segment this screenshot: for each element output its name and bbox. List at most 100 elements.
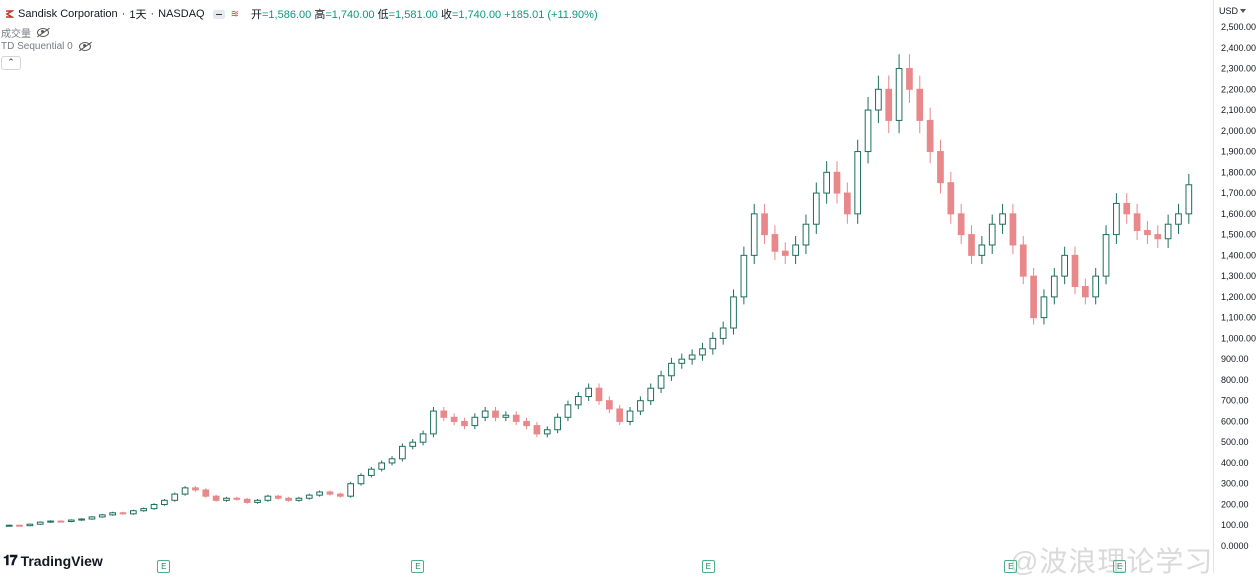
candle-body[interactable] [409,441,417,447]
candle-body[interactable] [812,192,820,225]
candle-body[interactable] [150,503,158,510]
candle-body[interactable] [192,487,199,491]
candle-body[interactable] [502,414,510,418]
candle-body[interactable] [1144,229,1151,236]
candle-body[interactable] [968,234,975,256]
candle-body[interactable] [668,362,675,377]
candle-body[interactable] [1102,234,1110,277]
hide-eye-icon[interactable] [78,42,91,51]
hide-eye-icon[interactable] [37,28,49,37]
candle-body[interactable] [978,244,986,256]
candle-body[interactable] [1082,286,1089,298]
earnings-marker[interactable]: E [411,560,425,573]
candle-body[interactable] [637,400,644,412]
candle-body[interactable] [699,348,706,356]
candle-body[interactable] [957,213,965,236]
candle-body[interactable] [1123,202,1131,215]
candle-body[interactable] [119,512,127,515]
candle-body[interactable] [36,521,44,525]
candle-body[interactable] [1164,223,1172,240]
candle-body[interactable] [906,68,913,90]
candle-body[interactable] [140,508,148,512]
candle-body[interactable] [864,109,872,153]
minus-icon[interactable] [212,9,225,19]
candle-body[interactable] [1092,275,1100,298]
candle-body[interactable] [988,223,996,246]
earnings-marker[interactable]: E [157,560,171,573]
symbol-name[interactable]: Sandisk Corporation [18,8,118,20]
tradingview-logo[interactable]: 𝟏𝟕 TradingView [3,552,103,569]
candle-body[interactable] [16,524,23,527]
candle-body[interactable] [1113,202,1120,236]
candle-body[interactable] [564,404,572,418]
candle-body[interactable] [533,425,541,435]
candle-body[interactable] [657,375,665,389]
candle-body[interactable] [1175,213,1182,225]
candle-body[interactable] [1185,184,1193,215]
candle-body[interactable] [233,497,241,500]
candle-body[interactable] [254,499,261,503]
candle-body[interactable] [781,250,789,256]
candle-body[interactable] [771,234,779,252]
candle-body[interactable] [1019,244,1027,277]
candle-body[interactable] [212,495,220,501]
candle-body[interactable] [67,519,75,523]
candle-body[interactable] [1009,213,1017,246]
candle-body[interactable] [223,497,230,501]
candle-body[interactable] [471,416,479,427]
candle-body[interactable] [678,358,686,364]
candle-body[interactable] [26,523,34,527]
candle-body[interactable] [937,151,944,184]
candle-body[interactable] [512,414,520,422]
candle-body[interactable] [274,495,282,499]
candle-body[interactable] [378,462,386,470]
candle-body[interactable] [1071,254,1079,287]
candle-body[interactable] [647,387,655,402]
candle-body[interactable] [492,410,499,418]
candle-body[interactable] [606,400,613,410]
candle-body[interactable] [368,468,375,476]
candle-body[interactable] [926,119,934,153]
candle-body[interactable] [305,494,313,499]
candle-body[interactable] [719,327,727,339]
candle-body[interactable] [336,493,344,497]
candle-body[interactable] [626,410,634,422]
candle-body[interactable] [895,68,903,121]
indicator-td-sequential[interactable]: TD Sequential 0 [1,41,91,52]
candle-body[interactable] [295,497,303,501]
candle-body[interactable] [161,499,168,505]
candle-body[interactable] [326,491,334,495]
candle-body[interactable] [1154,234,1162,240]
interval-label[interactable]: 1天 [129,9,147,21]
earnings-marker[interactable]: E [701,560,715,573]
candle-body[interactable] [450,416,458,422]
collapse-legend-button[interactable]: ⌃ [1,56,21,70]
candle-body[interactable] [616,408,624,422]
candle-body[interactable] [740,254,748,298]
candle-body[interactable] [885,88,893,121]
candle-body[interactable] [999,213,1006,225]
candle-body[interactable] [761,213,768,236]
candle-body[interactable] [388,458,396,464]
candle-body[interactable] [264,495,272,501]
candle-body[interactable] [440,410,448,418]
candle-body[interactable] [78,518,85,521]
candle-body[interactable] [833,171,841,194]
candle-body[interactable] [1133,213,1141,231]
indicator-volume[interactable]: 成交量 [1,25,49,40]
candle-body[interactable] [730,296,737,329]
candle-body[interactable] [802,223,810,246]
candle-body[interactable] [316,491,323,496]
candle-body[interactable] [181,487,189,495]
candle-body[interactable] [419,433,427,443]
candle-body[interactable] [461,420,468,427]
candle-body[interactable] [98,514,106,518]
candle-body[interactable] [709,337,717,350]
candle-body[interactable] [1040,296,1048,319]
candle-body[interactable] [523,420,530,427]
candle-body[interactable] [823,171,830,194]
candle-body[interactable] [854,151,862,215]
candle-body[interactable] [916,88,924,121]
candle-body[interactable] [1061,254,1068,277]
candle-body[interactable] [875,88,882,111]
